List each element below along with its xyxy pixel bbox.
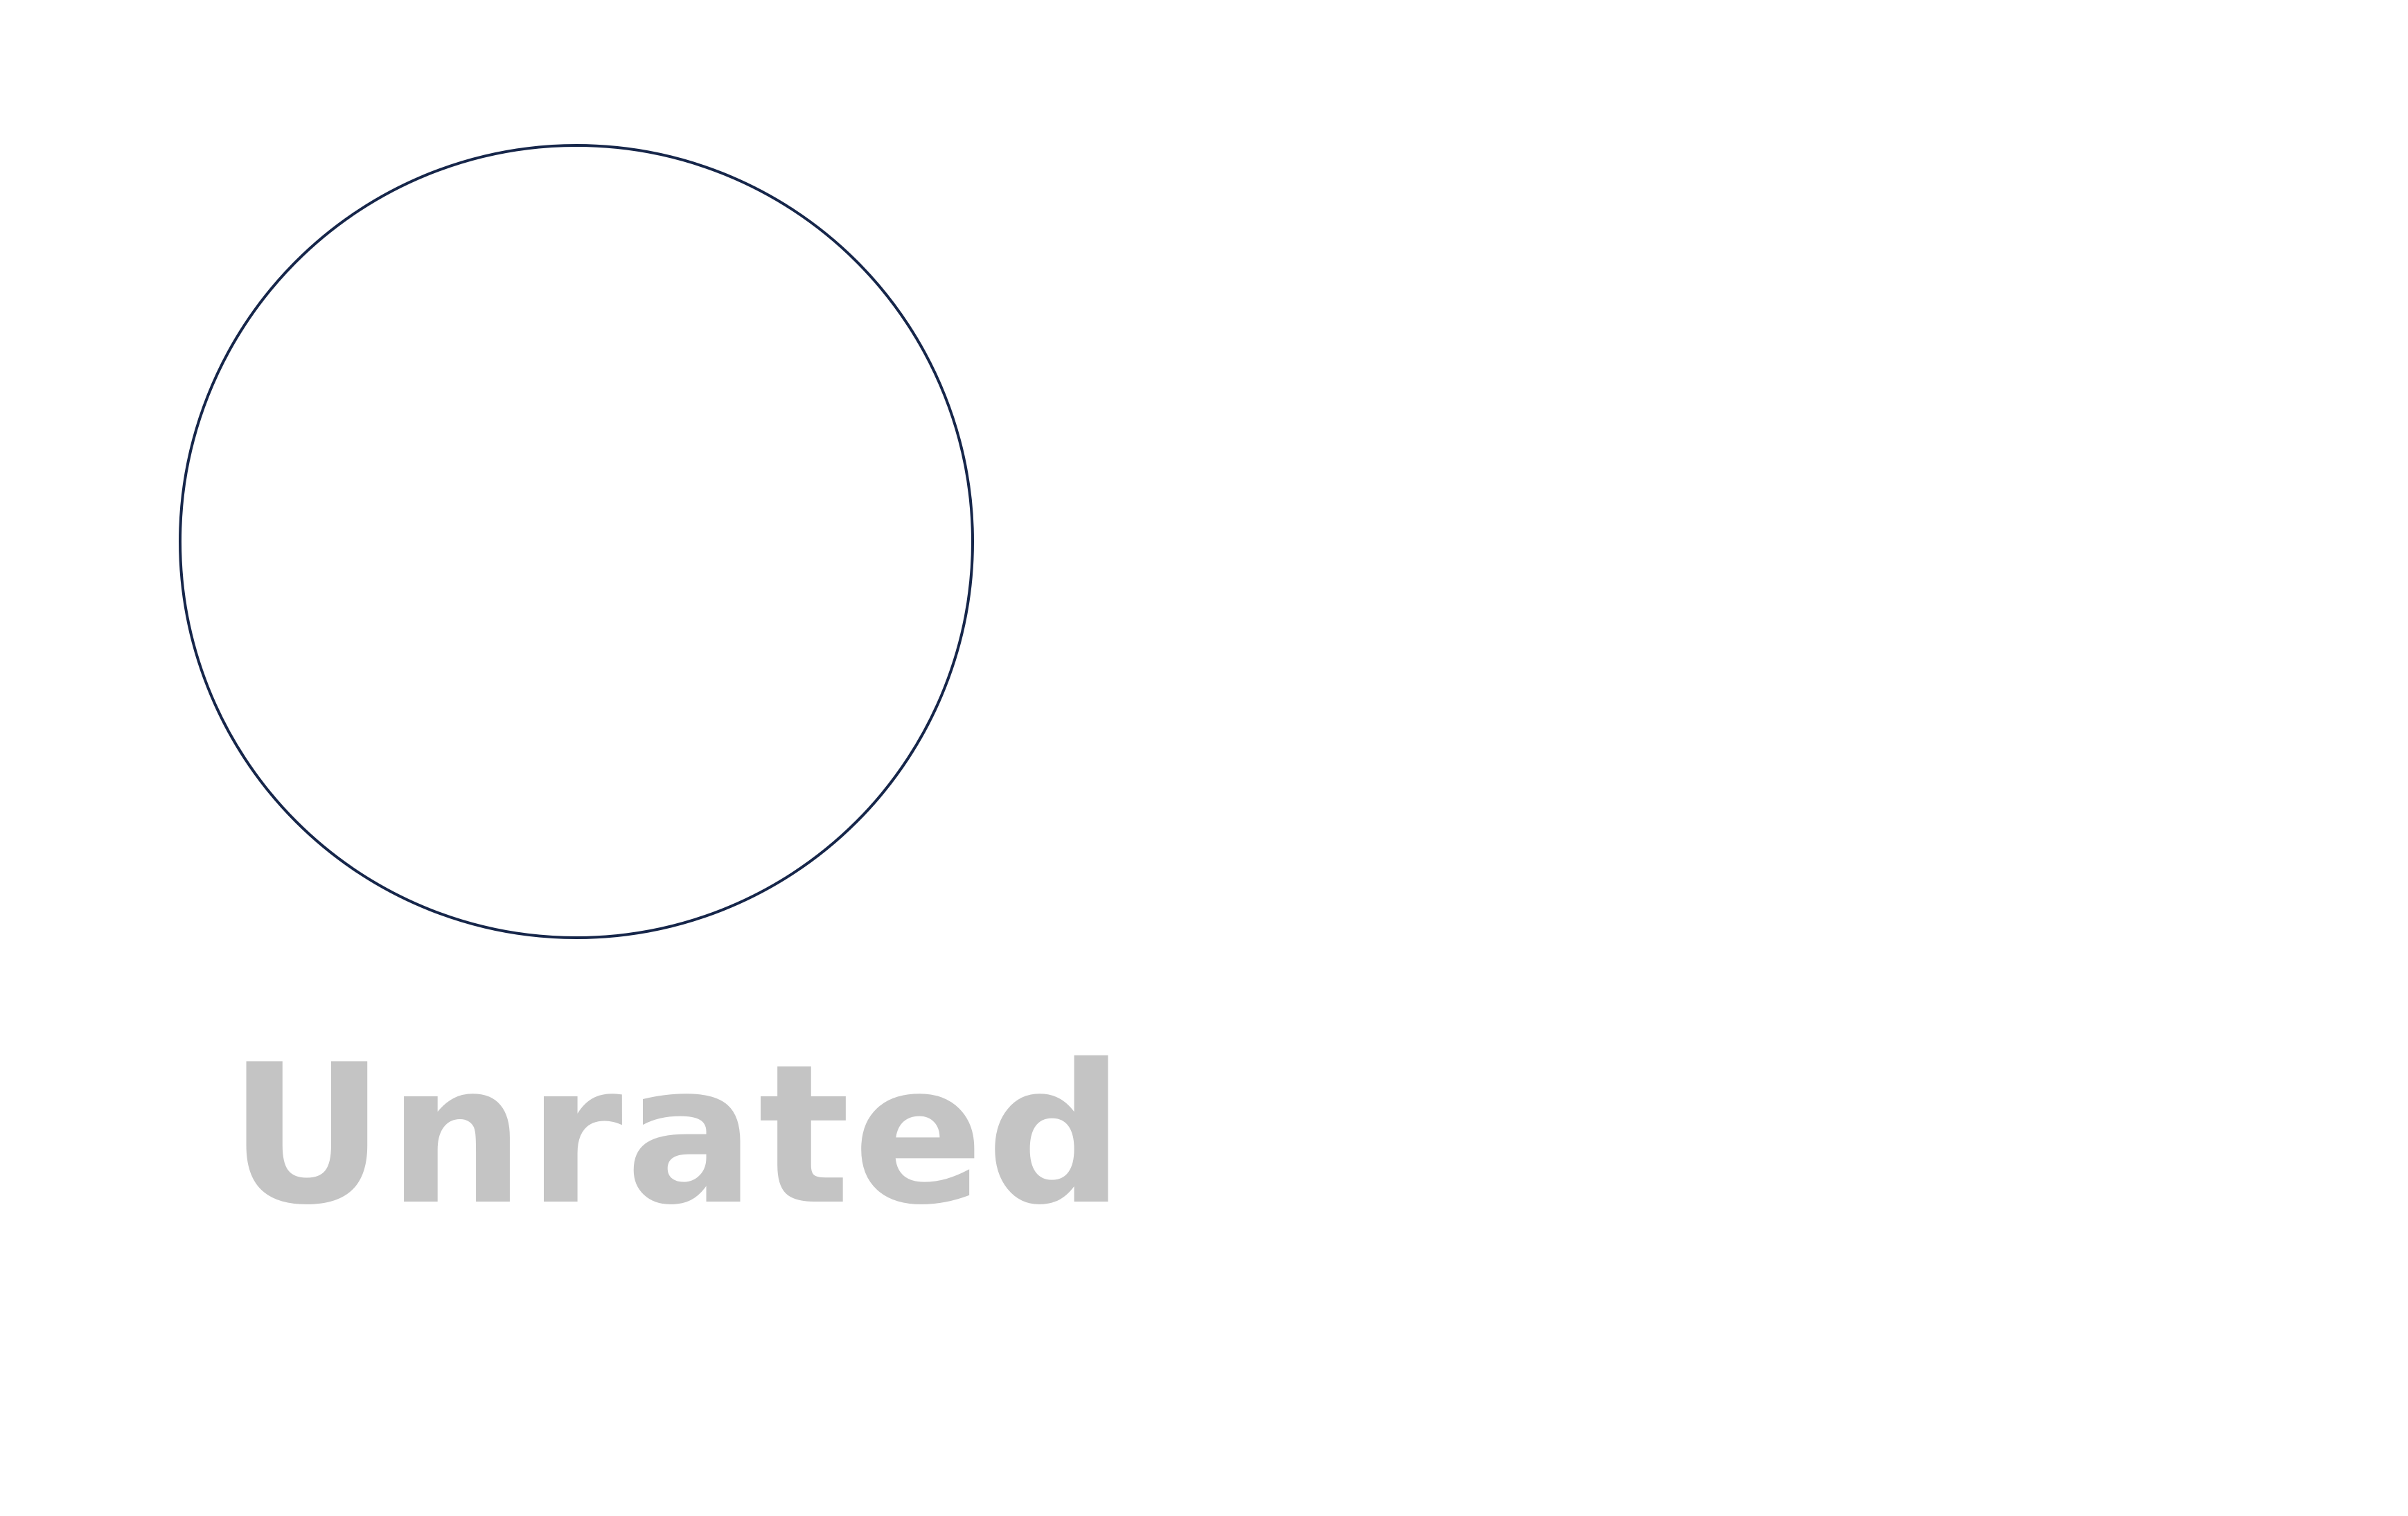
rating-label: Unrated bbox=[229, 1023, 1127, 1247]
rating-circle bbox=[179, 144, 974, 939]
rating-widget: Unrated bbox=[0, 0, 1124, 1316]
